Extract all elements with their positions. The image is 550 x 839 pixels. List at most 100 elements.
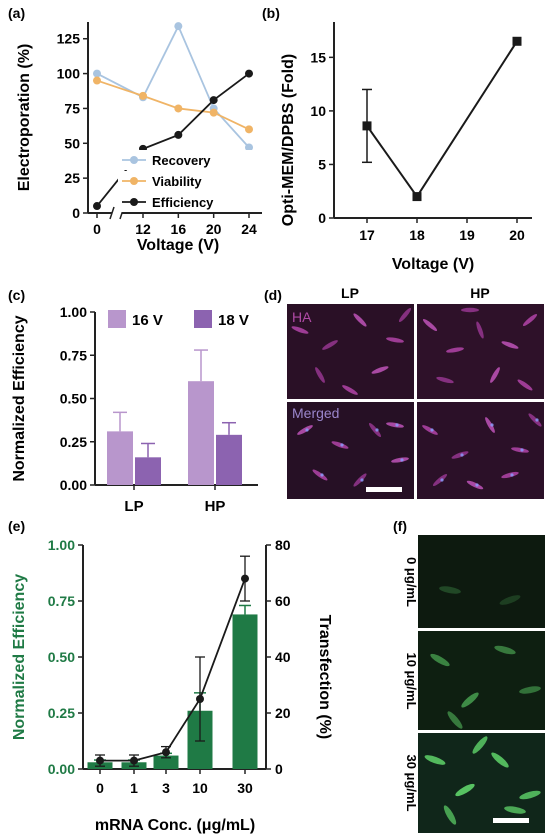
b-point [362, 121, 372, 131]
a-point-recovery [245, 143, 253, 152]
a-y-tick-label: 50 [64, 135, 80, 151]
a-x-tick-label: 24 [241, 221, 257, 237]
green-cell [504, 806, 526, 814]
a-point-viability [209, 108, 218, 117]
c-y-tick-label: 1.00 [60, 304, 87, 320]
a-legend-swatch-dot [130, 156, 138, 164]
e-line-point [241, 574, 249, 583]
a-x-tick-label: 20 [206, 221, 222, 237]
b-y-axis-label: Opti-MEM/DPBS (Fold) [280, 54, 297, 226]
e-x-tick-label: 10 [192, 780, 208, 796]
panel-d-col-lp: LP [341, 285, 359, 301]
cell [461, 307, 479, 313]
green-cell [443, 805, 457, 825]
c-x-tick-label: LP [124, 498, 143, 515]
a-x-tick-label: 16 [171, 221, 187, 237]
nucleus [400, 458, 404, 462]
a-legend-bg [118, 150, 258, 170]
nucleus [490, 423, 494, 427]
b-x-tick-label: 19 [459, 227, 475, 243]
e-y-axis-label: Normalized Efficiency [11, 574, 28, 740]
a-legend-label: Efficiency [152, 195, 214, 210]
cell [511, 447, 529, 453]
b-series-line [366, 40, 518, 199]
e-y-tick-label: 1.00 [48, 537, 75, 553]
a-y-axis-label: Electroporation (%) [16, 44, 33, 192]
micrograph-cells [291, 307, 542, 490]
a-legend-label: Recovery [152, 153, 211, 168]
cell [466, 480, 484, 490]
panel-f-row-0: 0 μg/mL [404, 557, 419, 607]
panel-f-row-10: 10 μg/mL [404, 652, 419, 709]
e-line-point [130, 756, 138, 765]
e-transfection-line [100, 578, 246, 762]
b-y-tick-label: 0 [318, 210, 326, 226]
cell [391, 457, 409, 463]
c-legend-label: 18 V [218, 312, 249, 329]
a-series-line-recovery [96, 24, 250, 149]
nucleus [440, 478, 444, 482]
panel-a-label: (a) [8, 5, 25, 21]
a-legend-label: Viability [152, 174, 202, 189]
a-y-tick-label: 25 [64, 170, 80, 186]
green-cell [447, 711, 463, 729]
cell [422, 318, 438, 332]
b-point [512, 36, 522, 46]
micrograph-green-cells [424, 586, 541, 825]
nucleus [340, 443, 344, 447]
e-line-point [162, 748, 170, 757]
nucleus [475, 483, 479, 487]
c-y-tick-label: 0.50 [60, 391, 87, 407]
c-y-tick-label: 0.75 [60, 347, 87, 363]
a-y-tick-label: 75 [64, 100, 80, 116]
panel-d-label: (d) [264, 287, 282, 303]
e-y2-tick-label: 20 [275, 705, 291, 721]
chart-b: 0 5 10 15 17 18 19 20 Voltage (V) Opti-MEM/DPBS (… [280, 22, 532, 273]
b-x-tick-label: 20 [509, 227, 525, 243]
nucleus [460, 453, 464, 457]
c-y-tick-label: 0.25 [60, 434, 87, 450]
a-point-viability [174, 104, 183, 113]
cell [297, 425, 313, 435]
e-bar [153, 755, 179, 769]
e-y-tick-label: 0.00 [48, 761, 75, 777]
e-y-tick-label: 0.75 [48, 593, 75, 609]
cell [528, 413, 542, 427]
c-bar [216, 434, 242, 485]
cell [291, 326, 309, 334]
cell [476, 321, 484, 339]
nucleus [535, 418, 539, 422]
e-y-tick-label: 0.50 [48, 649, 75, 665]
a-legend-swatch-dot [130, 198, 138, 206]
cell [432, 473, 448, 487]
nucleus [375, 428, 379, 432]
cell [353, 473, 367, 487]
a-point-efficiency [93, 202, 101, 211]
e-x-axis-label: mRNA Conc. (μg/mL) [95, 817, 255, 834]
green-cell [461, 692, 479, 708]
panel-b-label: (b) [262, 5, 280, 21]
cell [371, 366, 389, 374]
e-bar [232, 614, 258, 769]
micrograph-ha-lp [287, 304, 414, 399]
b-point [412, 192, 422, 202]
cell [322, 340, 338, 350]
nucleus [305, 428, 309, 432]
a-point-recovery [174, 22, 183, 31]
cell [342, 385, 358, 395]
a-legend-swatch-dot [130, 177, 138, 185]
c-legend-swatch [194, 310, 212, 328]
cell [398, 307, 412, 323]
panel-e-label: (e) [8, 518, 25, 534]
micrograph-f-30 [418, 733, 545, 833]
b-x-tick-label: 17 [359, 227, 375, 243]
e-y2-axis-label: Transfection (%) [316, 615, 333, 739]
panel-f-label: (f) [393, 518, 407, 534]
cell [485, 417, 495, 433]
e-y-tick-label: 0.25 [48, 705, 75, 721]
micrograph-merged-lp [287, 402, 414, 499]
a-x-tick-label: 12 [135, 221, 151, 237]
e-line-point [96, 756, 104, 765]
green-cell [439, 586, 461, 594]
